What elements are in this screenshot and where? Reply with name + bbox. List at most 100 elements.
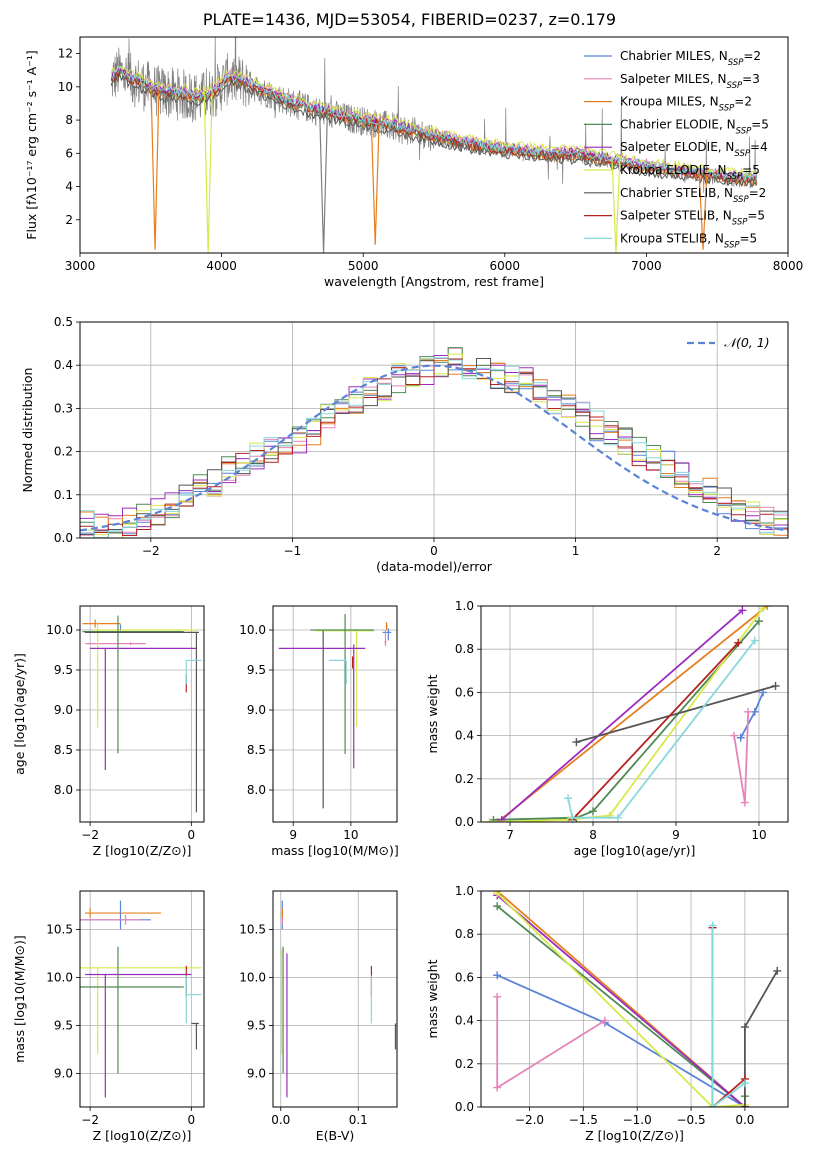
errorbar-kroupa-elodie	[80, 967, 202, 1055]
x-axis-label: E(B-V)	[316, 1128, 355, 1143]
model-line-salpeter-elodie	[110, 66, 758, 181]
legend-entry: Kroupa MILES, NSSP=2	[620, 95, 752, 114]
series-marker	[740, 1023, 749, 1032]
y-tick-label: 9.0	[247, 703, 266, 717]
errorbar-kroupa-miles	[385, 622, 388, 630]
y-tick-label: 0.2	[54, 445, 73, 459]
series-marker	[759, 606, 768, 613]
series-line	[496, 905, 746, 1107]
axes-frame	[79, 321, 789, 539]
series-marker	[763, 606, 772, 610]
plot-area	[82, 615, 202, 813]
x-axis-label: Z [log10(Z/Z⊙)]	[93, 1128, 192, 1143]
plot-area	[80, 900, 202, 1098]
series-marker	[750, 636, 759, 645]
model-line-chabrier-stelib	[110, 73, 758, 188]
y-tick-label: 0.2	[455, 1057, 474, 1071]
spectrum-dip	[370, 118, 380, 245]
x-tick-label: −2.0	[515, 1113, 544, 1127]
series-marker	[572, 738, 581, 747]
series-marker	[740, 1079, 749, 1088]
x-tick-label: −1.0	[623, 1113, 652, 1127]
y-tick-label: 0.8	[455, 642, 474, 656]
y-axis-label: mass [log10(M/M⊙)]	[12, 935, 27, 1063]
x-axis-label: (data-model)/error	[376, 559, 493, 574]
series-line	[501, 609, 743, 821]
x-tick-label: 6000	[490, 259, 521, 273]
series-line	[496, 892, 745, 1107]
legend-entry: Salpeter ELODIE, NSSP=4	[620, 140, 768, 159]
series-line	[739, 692, 764, 739]
series-marker	[485, 818, 494, 822]
x-axis-label: age [log10(age/yr)]	[574, 843, 696, 858]
chart-weight-vs-z: −2.0 −1.5 −1.0 −0.5 0.0 0.0 0.2 0.4 0.6 0.8 1.0 Z […	[425, 884, 789, 1143]
y-tick-label: 8.0	[247, 783, 266, 797]
errorbar-salpeter-elodie	[278, 644, 366, 769]
y-tick-label: 9.5	[247, 1018, 266, 1032]
normal-curve	[80, 364, 788, 532]
chart-age-vs-mass: 9 10 8.0 8.5 9.0 9.5 10.0 mass [log10(M/M⊙)]	[239, 605, 399, 858]
series-chabrier-stelib	[740, 966, 782, 1107]
y-tick-label: 0.0	[455, 815, 474, 829]
y-tick-label: 8.5	[54, 743, 73, 757]
histogram-salpeter-stelib	[80, 357, 788, 536]
series-marker	[740, 798, 749, 807]
series-line	[711, 925, 746, 1107]
y-tick-label: 10.0	[46, 623, 73, 637]
legend-entry: Salpeter STELIB, NSSP=5	[620, 209, 765, 228]
series-kroupa-stelib	[708, 921, 749, 1107]
y-tick-label: 10.0	[46, 970, 73, 984]
series-marker	[730, 731, 739, 740]
legend-entry: Chabrier MILES, NSSP=2	[620, 49, 761, 68]
series-marker	[493, 1083, 502, 1092]
chart-spectrum: 3000 4000 5000 6000 7000 8000 2 4 6 8 10 12 waveleng…	[24, 36, 803, 289]
legend: Chabrier MILES, NSSP=2 Salpeter MILES, NS…	[584, 49, 769, 250]
x-tick-label: 9	[289, 828, 297, 842]
chart-mass-vs-z: −2 0 9.0 9.5 10.0 10.5 Z [log10(Z/Z⊙)] mass [lo…	[12, 890, 205, 1143]
series-marker	[613, 813, 622, 822]
x-tick-label: −0.5	[676, 1113, 705, 1127]
errorbar-chabrier-miles	[382, 628, 392, 641]
errorbar-salpeter-miles	[384, 630, 387, 646]
series-marker	[734, 638, 743, 647]
plot-area	[80, 347, 788, 538]
plot-area	[493, 891, 782, 1107]
series-line	[571, 642, 739, 821]
y-tick-label: 0.4	[54, 358, 73, 372]
series-marker	[771, 681, 780, 690]
series-marker	[600, 1016, 609, 1025]
y-tick-label: 0.8	[455, 927, 474, 941]
series-marker	[708, 1103, 717, 1107]
series-line	[733, 711, 750, 803]
plot-area	[110, 37, 758, 253]
plot-area	[280, 900, 397, 1098]
errorbar-salpeter-elodie	[90, 647, 197, 770]
series-line	[493, 620, 760, 821]
x-tick-label: 10	[343, 828, 358, 842]
y-tick-label: 8.5	[247, 743, 266, 757]
series-marker	[736, 733, 745, 742]
chart-weight-vs-age: 7 8 9 10 0.0 0.2 0.4 0.6 0.8 1.0 age [log10(age/yr…	[425, 599, 789, 858]
series-marker	[589, 807, 598, 816]
series-marker	[738, 606, 747, 615]
series-marker	[497, 815, 506, 822]
chart-mass-vs-ebv: 0.0 0.1 9.0 9.5 10.0 10.5 E(B-V)	[239, 890, 398, 1143]
legend-entry: Kroupa ELODIE, NSSP=5	[620, 163, 760, 182]
series-chabrier-miles	[736, 688, 768, 742]
y-tick-label: 8.0	[54, 783, 73, 797]
series-salpeter-miles	[493, 992, 609, 1092]
x-tick-label: −2	[81, 1113, 99, 1127]
axes-frame	[272, 890, 398, 1108]
x-tick-label: 10	[751, 828, 766, 842]
errorbar-kroupa-miles	[82, 619, 121, 628]
y-tick-label: 0.6	[455, 685, 474, 699]
legend-entry: 𝒩(0, 1)	[724, 335, 770, 350]
chart-age-vs-z: −2 0 8.0 8.5 9.0 9.5 10.0 Z [log10(Z/Z⊙)] age [l…	[12, 605, 205, 858]
x-tick-label: 5000	[348, 259, 379, 273]
series-marker	[493, 992, 502, 1001]
axes-frame	[79, 36, 789, 254]
y-axis-label: Normed distribution	[20, 368, 35, 493]
x-tick-label: 0	[430, 544, 438, 558]
y-tick-label: 0.1	[54, 488, 73, 502]
y-tick-label: 8	[65, 113, 73, 127]
